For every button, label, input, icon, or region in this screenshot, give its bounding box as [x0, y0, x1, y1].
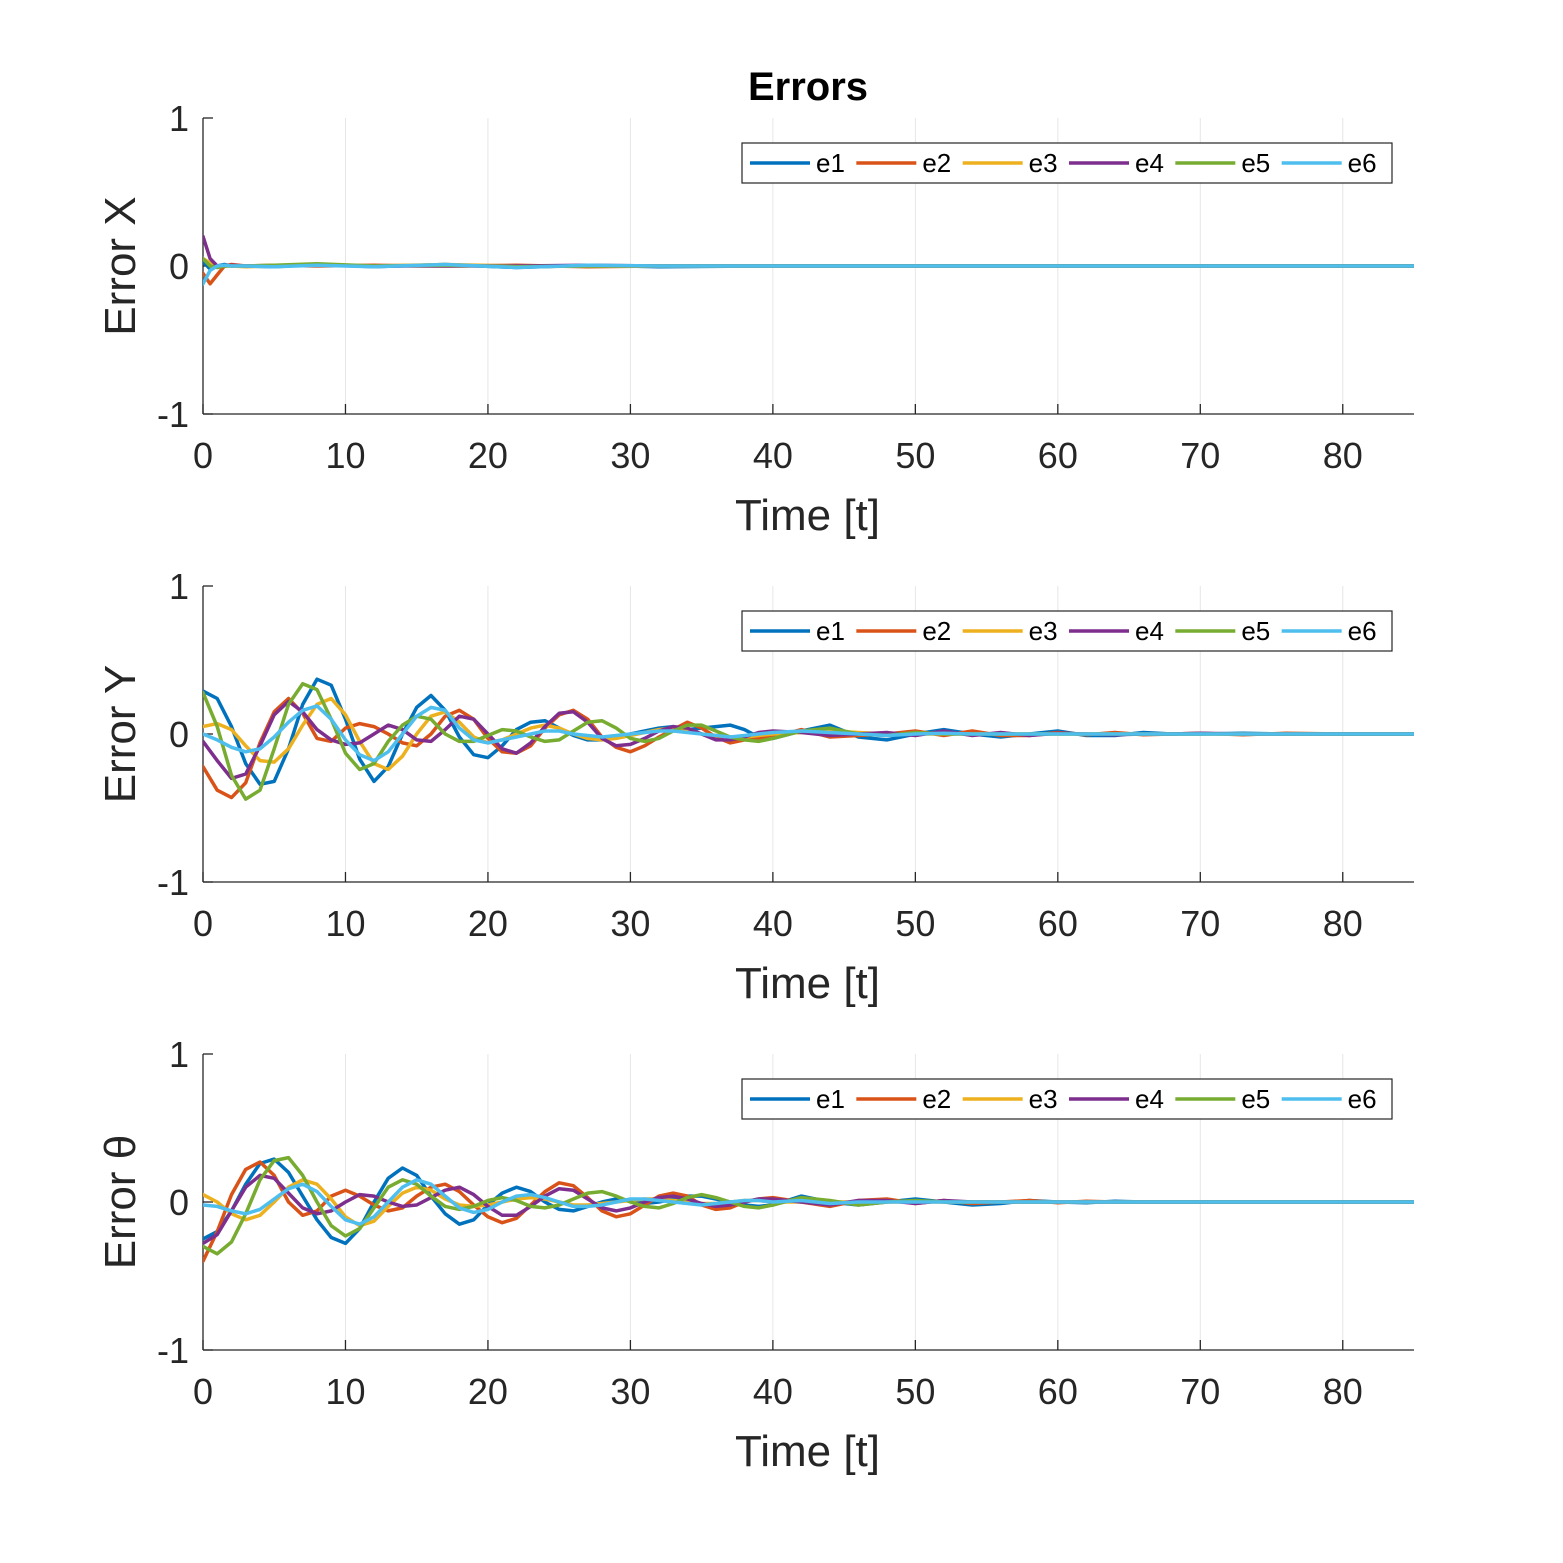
legend-label-e1: e1	[816, 148, 845, 178]
legend-label-e2: e2	[922, 1084, 951, 1114]
x-tick-label: 30	[610, 435, 650, 476]
legend-label-e1: e1	[816, 1084, 845, 1114]
legend-label-e5: e5	[1241, 148, 1270, 178]
series-line-e6	[203, 704, 1414, 763]
legend-label-e6: e6	[1348, 1084, 1377, 1114]
x-tick-label: 0	[193, 435, 213, 476]
x-tick-label: 50	[895, 903, 935, 944]
x-tick-label: 70	[1180, 903, 1220, 944]
x-tick-label: 10	[325, 435, 365, 476]
x-axis-label: Time [t]	[735, 959, 880, 1008]
x-tick-label: 50	[895, 435, 935, 476]
y-tick-label: -1	[157, 394, 189, 435]
x-tick-label: 30	[610, 903, 650, 944]
series-line-e6	[203, 1178, 1414, 1226]
x-tick-label: 10	[325, 1371, 365, 1412]
y-axis-label: Error Y	[96, 665, 145, 804]
legend-label-e3: e3	[1029, 148, 1058, 178]
legend-label-e2: e2	[922, 148, 951, 178]
x-tick-label: 40	[753, 1371, 793, 1412]
legend-label-e4: e4	[1135, 616, 1164, 646]
y-tick-label: 0	[169, 714, 189, 755]
legend: e1 e2 e3 e4 e5 e6	[741, 610, 1393, 652]
legend-label-e3: e3	[1029, 616, 1058, 646]
series-group	[203, 677, 1414, 801]
x-tick-label: 40	[753, 903, 793, 944]
chart-title: Errors	[748, 65, 868, 109]
y-axis-label: Error θ	[96, 1135, 145, 1269]
y-tick-label: 0	[169, 246, 189, 287]
legend: e1 e2 e3 e4 e5 e6	[741, 142, 1393, 184]
legend-label-e2: e2	[922, 616, 951, 646]
x-tick-label: 0	[193, 903, 213, 944]
x-tick-label: 10	[325, 903, 365, 944]
legend-label-e5: e5	[1241, 1084, 1270, 1114]
series-group	[203, 234, 1414, 286]
x-tick-label: 60	[1038, 1371, 1078, 1412]
y-tick-label: 0	[169, 1182, 189, 1223]
x-tick-label: 30	[610, 1371, 650, 1412]
series-group	[203, 1155, 1414, 1263]
legend-label-e6: e6	[1348, 148, 1377, 178]
y-tick-label: 1	[169, 566, 189, 607]
x-tick-label: 20	[468, 435, 508, 476]
y-tick-label: -1	[157, 1330, 189, 1371]
legend: e1 e2 e3 e4 e5 e6	[741, 1078, 1393, 1120]
legend-label-e4: e4	[1135, 148, 1164, 178]
x-tick-label: 60	[1038, 435, 1078, 476]
legend-label-e1: e1	[816, 616, 845, 646]
x-tick-label: 70	[1180, 1371, 1220, 1412]
x-tick-label: 60	[1038, 903, 1078, 944]
legend-label-e4: e4	[1135, 1084, 1164, 1114]
x-tick-label: 0	[193, 1371, 213, 1412]
y-tick-label: -1	[157, 862, 189, 903]
legend-label-e5: e5	[1241, 616, 1270, 646]
y-axis-label: Error X	[96, 196, 145, 335]
x-tick-label: 80	[1323, 903, 1363, 944]
x-axis-label: Time [t]	[735, 491, 880, 540]
legend-label-e6: e6	[1348, 616, 1377, 646]
series-line-e6	[203, 262, 1414, 286]
x-tick-label: 20	[468, 1371, 508, 1412]
x-tick-label: 80	[1323, 1371, 1363, 1412]
y-tick-label: 1	[169, 98, 189, 139]
legend-label-e3: e3	[1029, 1084, 1058, 1114]
x-tick-label: 50	[895, 1371, 935, 1412]
x-tick-label: 80	[1323, 435, 1363, 476]
x-tick-label: 70	[1180, 435, 1220, 476]
y-tick-label: 1	[169, 1034, 189, 1075]
x-tick-label: 40	[753, 435, 793, 476]
x-axis-label: Time [t]	[735, 1427, 880, 1476]
x-tick-label: 20	[468, 903, 508, 944]
